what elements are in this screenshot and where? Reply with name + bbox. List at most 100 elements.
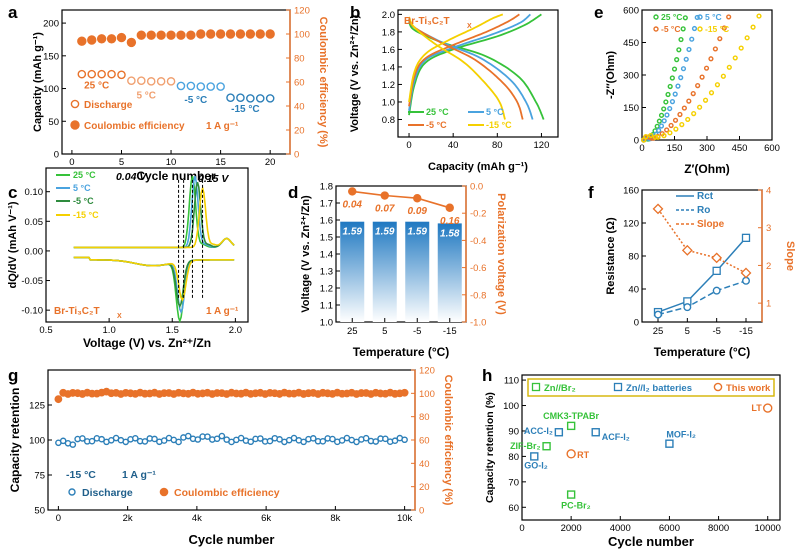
panel-d-polarization-label: 0.04 — [343, 199, 363, 210]
panel-g-retention-point — [184, 432, 192, 440]
panel-d-y2-tick-label: 0.0 — [470, 182, 483, 193]
panel-e-point — [654, 123, 660, 129]
panel-d-bar — [437, 223, 462, 322]
panel-a-y2-tick-label: 120 — [294, 6, 310, 17]
panel-e-point — [663, 99, 669, 105]
panel-e-point — [678, 36, 684, 43]
panel-g-retention-point — [353, 438, 360, 446]
panel-e-point — [661, 133, 667, 139]
panel-c-reduction-curve — [73, 256, 235, 309]
panel-b-legend-label: 25 °C — [426, 107, 449, 117]
panel-b-y-tick-label: 1.2 — [382, 80, 395, 91]
panel-g-retention-point — [160, 437, 168, 444]
panel-e-point — [683, 56, 689, 62]
panel-h-x-tick-label: 6000 — [659, 523, 680, 534]
panel-e-point — [661, 118, 667, 124]
panel-e-point — [726, 64, 732, 70]
panel-e-point — [694, 14, 700, 21]
panel-g-ce-point — [400, 388, 409, 397]
panel-g-retention-point — [300, 438, 307, 446]
panel-h-point-label: LT — [751, 403, 762, 413]
panel-e-ylabel: -Z″(Ohm) — [605, 51, 617, 99]
panel-a-ce-point — [116, 32, 127, 43]
panel-h-point-label: PC-Br₂ — [561, 501, 591, 511]
panel-e-point — [673, 126, 679, 132]
panel-e-point — [685, 116, 691, 123]
panel-g-retention-point — [79, 435, 86, 442]
panel-c-x-tick-label: 1.0 — [103, 325, 116, 336]
panel-h-point — [566, 421, 576, 431]
panel-a-discharge-point — [77, 69, 87, 79]
panel-g-retention-point — [309, 435, 317, 442]
panel-e-legend-label: 25 °C — [661, 12, 682, 22]
panel-g-x-tick-label: 4k — [192, 513, 202, 524]
panel-h-ylabel: Capacity retention (%) — [484, 392, 496, 503]
panel-g-retention-point — [372, 438, 380, 445]
panel-a-discharge-point — [236, 93, 245, 103]
panel-a-discharge-point — [146, 77, 156, 86]
panel-a-temp-label: 25 °C — [84, 81, 109, 92]
panel-a-ce-point — [126, 37, 137, 48]
panel-d-ylabel: Voltage (V vs. Zn²⁺/Zn) — [300, 195, 312, 313]
panel-a-ce-point — [166, 30, 176, 40]
panel-g-y2label: Coulombic efficiency (%) — [442, 375, 454, 506]
panel-letter-e: e — [594, 3, 603, 22]
panel-e-legend-marker — [653, 26, 659, 32]
panel-b-x-tick-label: 120 — [534, 140, 550, 151]
panel-a-ce-point — [235, 29, 246, 39]
panel-g-retention-point — [257, 435, 264, 442]
panel-g-legend-ce: Coulombic efficiency — [174, 487, 280, 499]
panel-e-point — [712, 46, 718, 52]
panel-d-y-tick-label: 1.4 — [320, 250, 333, 261]
panel-d-y-tick-label: 1.6 — [320, 216, 333, 227]
panel-e-legend-label: 5 °C — [705, 12, 722, 22]
panel-g-y-tick-label: 100 — [29, 436, 45, 447]
panel-h-y-tick-label: 80 — [508, 452, 519, 463]
panel-b-y-tick-label: 1.8 — [382, 27, 395, 38]
panel-e-point — [664, 112, 670, 118]
panel-a-discharge-point — [166, 77, 176, 86]
panel-a-ce-point — [245, 29, 256, 39]
panel-a-discharge-point — [127, 76, 136, 85]
panel-f-y2label: Slope — [784, 241, 796, 271]
panel-g-ce-point — [54, 395, 63, 404]
panel-d-x-tick-label: -15 — [443, 326, 457, 337]
panel-e-xlabel: Z′(Ohm) — [684, 162, 730, 176]
panel-e-point — [690, 91, 696, 97]
panel-h-point-label: ACF-I₂ — [602, 432, 630, 442]
panel-g-note-1: -15 °C — [66, 469, 96, 481]
panel-h-point — [665, 439, 674, 448]
panel-d-y2-tick-label: -0.4 — [470, 236, 486, 247]
panel-letter-b: b — [350, 3, 360, 22]
panel-h-point — [542, 442, 551, 451]
panel-e-point — [720, 73, 726, 79]
panel-h-x-tick-label: 8000 — [708, 523, 729, 534]
panel-a-discharge-point — [137, 76, 146, 85]
panel-e-point — [738, 45, 744, 51]
panel-e-point — [708, 90, 715, 96]
panel-g-retention-point — [218, 432, 226, 440]
panel-a-x-tick-label: 0 — [69, 157, 74, 168]
panel-a-y2-tick-label: 0 — [294, 150, 299, 161]
panel-g-retention-point — [362, 434, 370, 442]
panel-a-ce-point — [87, 35, 97, 45]
panel-f-legend-label: Ro — [697, 205, 710, 216]
panel-h-y-tick-label: 70 — [508, 477, 519, 488]
panel-f-y2-tick-label: 3 — [766, 223, 771, 234]
panel-a-temp-label: -15 °C — [231, 104, 259, 115]
panel-a-x-tick-label: 10 — [166, 157, 177, 168]
panel-a-y-tick-label: 0 — [54, 150, 59, 161]
panel-b-y-tick-label: 2.0 — [382, 10, 395, 21]
panel-e-point — [658, 123, 665, 129]
panel-a-ce-point — [215, 29, 226, 39]
panel-f-legend-label: Slope — [697, 219, 725, 230]
panel-g-retention-point — [122, 438, 130, 446]
panel-d-polarization-label: 0.09 — [408, 206, 428, 217]
panel-g-retention-point — [175, 438, 182, 446]
panel-d-y-tick-label: 1.3 — [320, 267, 333, 278]
panel-c-note: 1 A g⁻¹ — [206, 306, 239, 317]
panel-d-y2-tick-label: -0.8 — [470, 290, 486, 301]
panel-c-y-tick-label: 0.10 — [25, 187, 44, 198]
panel-d-polarization-point — [348, 187, 357, 196]
panel-f-y2-tick-label: 2 — [766, 261, 771, 272]
